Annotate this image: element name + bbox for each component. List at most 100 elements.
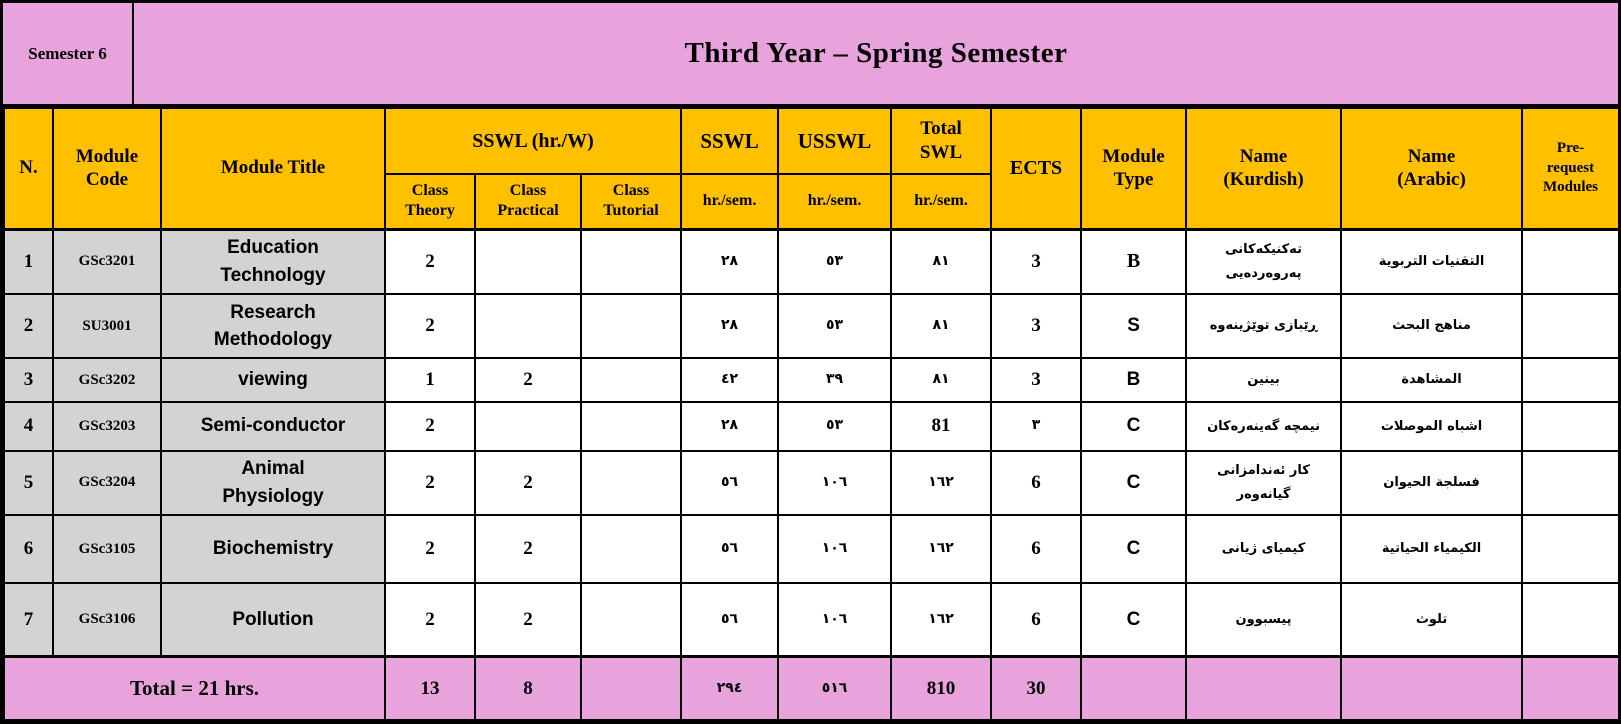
col-header-prerequest-modules: Pre- request Modules bbox=[1521, 107, 1621, 230]
col-header-usswl: USSWL bbox=[777, 107, 893, 175]
total-cell-class-theory: 13 bbox=[384, 654, 476, 721]
cell-prerequest bbox=[1521, 449, 1621, 516]
cell-sswl: ٥٦ bbox=[680, 449, 780, 516]
cell-prerequest bbox=[1521, 292, 1621, 360]
col-header-total-swl: Total SWL bbox=[890, 107, 993, 175]
cell-class-tutorial bbox=[579, 357, 683, 403]
cell-name-arabic: اشباه الموصلات bbox=[1340, 400, 1524, 452]
cell-n: 3 bbox=[3, 357, 54, 403]
cell-name-arabic: فسلجة الحيوان bbox=[1340, 449, 1524, 516]
table-row: 5 GSc3204 Animal Physiology 2 2 ٥٦ ١٠٦ ١٦٢ 6 C کار… bbox=[3, 449, 1621, 516]
cell-class-tutorial bbox=[579, 400, 683, 452]
cell-prerequest bbox=[1521, 227, 1621, 295]
cell-prerequest bbox=[1521, 582, 1621, 658]
col-header-class-practical: Class Practical bbox=[474, 173, 582, 230]
cell-total-swl: ١٦٢ bbox=[890, 582, 993, 658]
cell-name-kurdish: کیمیای ژیانی bbox=[1185, 513, 1343, 585]
table-row: 2 SU3001 Research Methodology 2 ٢٨ ٥٣ ٨١ 3 S ڕێبا… bbox=[3, 292, 1621, 360]
cell-module-title: Research Methodology bbox=[160, 292, 386, 360]
cell-name-arabic: التقنيات التربوية bbox=[1340, 227, 1524, 295]
cell-sswl: ٤٢ bbox=[680, 357, 780, 403]
cell-usswl: ١٠٦ bbox=[777, 449, 893, 516]
modules-table: N. Module Code Module Title SSWL (hr./W)… bbox=[3, 107, 1621, 721]
cell-ects: 3 bbox=[990, 357, 1083, 403]
cell-module-code: GSc3203 bbox=[52, 400, 162, 452]
cell-prerequest bbox=[1521, 513, 1621, 585]
cell-class-theory: 2 bbox=[384, 292, 476, 360]
total-cell-class-tutorial bbox=[579, 654, 683, 721]
cell-module-title: Education Technology bbox=[160, 227, 386, 295]
cell-class-tutorial bbox=[579, 449, 683, 516]
cell-class-tutorial bbox=[579, 292, 683, 360]
cell-usswl: ١٠٦ bbox=[777, 513, 893, 585]
cell-class-tutorial bbox=[579, 582, 683, 658]
title-banner: Semester 6 Third Year – Spring Semester bbox=[3, 3, 1618, 107]
col-header-module-code: Module Code bbox=[52, 107, 162, 230]
col-header-class-tutorial: Class Tutorial bbox=[579, 173, 683, 230]
cell-name-kurdish: کار ئەندامزانی گیانەوەر bbox=[1185, 449, 1343, 516]
cell-module-code: GSc3204 bbox=[52, 449, 162, 516]
cell-class-theory: 2 bbox=[384, 513, 476, 585]
cell-module-type: B bbox=[1080, 227, 1188, 295]
col-header-hr-sem-total: hr./sem. bbox=[890, 173, 993, 230]
cell-sswl: ٥٦ bbox=[680, 513, 780, 585]
total-cell-sswl: ٢٩٤ bbox=[680, 654, 780, 721]
cell-name-kurdish: تەکنیکەکانی پەروەردەیی bbox=[1185, 227, 1343, 295]
col-header-name-arabic: Name (Arabic) bbox=[1340, 107, 1524, 230]
semester-cell: Semester 6 bbox=[3, 3, 134, 104]
cell-class-theory: 2 bbox=[384, 449, 476, 516]
cell-name-arabic: المشاهدة bbox=[1340, 357, 1524, 403]
cell-name-kurdish: ڕێبازی توێژینەوە bbox=[1185, 292, 1343, 360]
cell-sswl: ٢٨ bbox=[680, 292, 780, 360]
cell-ects: 6 bbox=[990, 582, 1083, 658]
cell-name-arabic: مناهج البحث bbox=[1340, 292, 1524, 360]
table-row: 1 GSc3201 Education Technology 2 ٢٨ ٥٣ ٨١ 3 B تەک… bbox=[3, 227, 1621, 295]
cell-n: 1 bbox=[3, 227, 54, 295]
cell-n: 7 bbox=[3, 582, 54, 658]
table-header: N. Module Code Module Title SSWL (hr./W)… bbox=[3, 107, 1621, 230]
cell-module-type: C bbox=[1080, 582, 1188, 658]
cell-module-code: GSc3201 bbox=[52, 227, 162, 295]
total-cell-name-kurdish bbox=[1185, 654, 1343, 721]
table-title: Third Year – Spring Semester bbox=[134, 3, 1618, 104]
col-header-name-kurdish: Name (Kurdish) bbox=[1185, 107, 1343, 230]
cell-module-type: S bbox=[1080, 292, 1188, 360]
cell-module-code: SU3001 bbox=[52, 292, 162, 360]
cell-total-swl: ٨١ bbox=[890, 357, 993, 403]
cell-usswl: ٣٩ bbox=[777, 357, 893, 403]
cell-name-kurdish: نیمچە گەینەرەکان bbox=[1185, 400, 1343, 452]
cell-class-tutorial bbox=[579, 513, 683, 585]
cell-usswl: ١٠٦ bbox=[777, 582, 893, 658]
cell-n: 2 bbox=[3, 292, 54, 360]
cell-name-arabic: الكيمياء الحياتية bbox=[1340, 513, 1524, 585]
cell-usswl: ٥٣ bbox=[777, 292, 893, 360]
cell-total-swl: ١٦٢ bbox=[890, 449, 993, 516]
total-cell-usswl: ٥١٦ bbox=[777, 654, 893, 721]
cell-class-theory: 2 bbox=[384, 227, 476, 295]
cell-prerequest bbox=[1521, 400, 1621, 452]
cell-n: 6 bbox=[3, 513, 54, 585]
col-header-module-title: Module Title bbox=[160, 107, 386, 230]
cell-module-title: Biochemistry bbox=[160, 513, 386, 585]
col-header-hr-sem-sswl: hr./sem. bbox=[680, 173, 780, 230]
cell-name-kurdish: بینین bbox=[1185, 357, 1343, 403]
cell-class-theory: 1 bbox=[384, 357, 476, 403]
total-cell-name-arabic bbox=[1340, 654, 1524, 721]
total-cell-module-type bbox=[1080, 654, 1188, 721]
cell-usswl: ٥٣ bbox=[777, 400, 893, 452]
cell-prerequest bbox=[1521, 357, 1621, 403]
total-cell-prerequest bbox=[1521, 654, 1621, 721]
cell-total-swl: ١٦٢ bbox=[890, 513, 993, 585]
cell-class-practical bbox=[474, 227, 582, 295]
col-header-n: N. bbox=[3, 107, 54, 230]
cell-name-arabic: تلوث bbox=[1340, 582, 1524, 658]
cell-name-kurdish: پیسبوون bbox=[1185, 582, 1343, 658]
cell-module-code: GSc3202 bbox=[52, 357, 162, 403]
col-header-ects: ECTS bbox=[990, 107, 1083, 230]
cell-n: 4 bbox=[3, 400, 54, 452]
cell-class-practical: 2 bbox=[474, 449, 582, 516]
table-row: 6 GSc3105 Biochemistry 2 2 ٥٦ ١٠٦ ١٦٢ 6 C کیمیای ژ… bbox=[3, 513, 1621, 585]
col-header-module-type: Module Type bbox=[1080, 107, 1188, 230]
cell-class-theory: 2 bbox=[384, 582, 476, 658]
